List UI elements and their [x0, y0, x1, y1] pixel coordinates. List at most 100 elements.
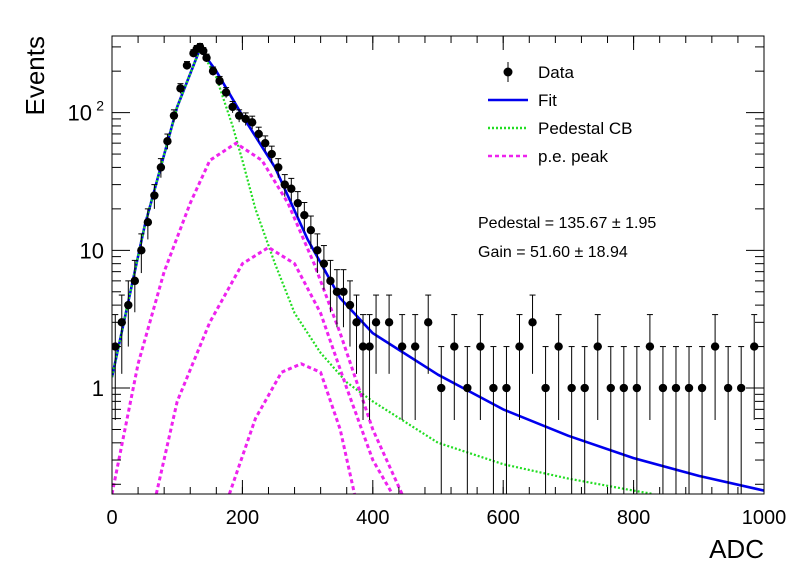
- y-tick-label-exponent: 2: [96, 98, 104, 114]
- data-point: [528, 294, 537, 374]
- data-marker: [671, 383, 681, 393]
- data-marker: [293, 198, 303, 208]
- data-marker: [208, 66, 218, 76]
- data-marker: [221, 88, 231, 97]
- data-marker: [424, 318, 433, 327]
- data-marker: [247, 118, 257, 127]
- plot-area: [112, 42, 764, 494]
- data-marker: [371, 318, 381, 327]
- data-marker: [267, 149, 276, 159]
- data-point: [358, 314, 368, 421]
- data-marker: [345, 300, 355, 310]
- data-marker: [234, 111, 244, 120]
- x-tick-label: 600: [487, 507, 520, 529]
- legend-label: Pedestal CB: [538, 119, 633, 138]
- data-point: [247, 115, 257, 130]
- data-point: [345, 280, 355, 347]
- data-point: [199, 46, 208, 56]
- data-marker: [163, 136, 172, 146]
- x-tick-label: 1000: [742, 507, 787, 529]
- legend-marker: [503, 67, 513, 77]
- data-point: [254, 126, 263, 142]
- data-marker: [137, 246, 146, 255]
- x-tick-label: 400: [356, 507, 389, 529]
- y-tick-label: 10: [68, 101, 92, 126]
- data-point: [319, 245, 329, 290]
- annotation-gain: Gain = 51.60 ± 18.94: [478, 244, 628, 261]
- data-marker: [261, 138, 270, 148]
- data-marker: [326, 276, 335, 286]
- data-marker: [143, 218, 153, 227]
- data-point: [274, 158, 283, 178]
- data-marker: [463, 383, 472, 393]
- data-marker: [365, 342, 374, 351]
- data-marker: [300, 210, 309, 220]
- data-point: [137, 233, 146, 274]
- data-marker: [684, 383, 694, 393]
- data-point: [632, 346, 642, 494]
- data-marker: [182, 61, 192, 70]
- legend-item-fit: Fit: [488, 91, 557, 110]
- data-point: [150, 184, 159, 209]
- data-point: [645, 314, 655, 421]
- data-point: [697, 346, 707, 494]
- legend-label: p.e. peak: [538, 147, 608, 166]
- data-marker: [150, 191, 159, 200]
- data-marker: [156, 163, 166, 172]
- data-marker: [117, 318, 126, 327]
- data-point: [736, 346, 746, 494]
- data-point: [723, 346, 733, 494]
- data-point: [234, 109, 244, 123]
- data-point: [182, 61, 192, 70]
- x-axis-label: ADC: [709, 534, 764, 564]
- data-point: [750, 314, 759, 421]
- data-marker: [280, 180, 289, 189]
- data-point: [176, 83, 185, 94]
- data-marker: [124, 300, 133, 310]
- data-marker: [274, 163, 283, 172]
- data-point: [371, 294, 381, 374]
- data-marker: [437, 383, 446, 393]
- y-axis-label: Events: [20, 36, 50, 116]
- data-point: [502, 346, 511, 494]
- data-point: [300, 202, 309, 232]
- data-point: [143, 208, 153, 240]
- data-marker: [228, 102, 237, 112]
- data-point: [163, 133, 172, 150]
- data-point: [156, 158, 166, 178]
- data-marker: [319, 259, 329, 268]
- data-marker: [169, 111, 179, 120]
- data-point: [241, 112, 250, 126]
- data-marker: [606, 383, 615, 393]
- data-marker: [645, 342, 655, 351]
- data-point: [397, 314, 407, 421]
- data-point: [684, 346, 694, 494]
- data-point: [554, 314, 563, 421]
- series-curve-pedestal-cb: [112, 47, 654, 494]
- data-marker: [384, 318, 394, 327]
- data-point: [326, 259, 335, 313]
- data-marker: [541, 383, 550, 393]
- data-marker: [241, 114, 250, 124]
- data-point: [365, 314, 374, 421]
- data-marker: [202, 53, 211, 63]
- data-marker: [750, 342, 759, 351]
- data-marker: [567, 383, 576, 393]
- data-marker: [352, 318, 361, 327]
- data-point: [410, 314, 420, 421]
- data-point: [261, 135, 270, 152]
- data-point: [593, 314, 602, 421]
- x-tick-label: 800: [617, 507, 650, 529]
- data-point: [280, 174, 289, 197]
- data-marker: [339, 287, 348, 296]
- series-curve-3-p-e-: [227, 362, 356, 494]
- legend: Data Fit Pedestal CB p.e. peak: [488, 62, 633, 166]
- data-point: [215, 75, 224, 86]
- data-point: [169, 109, 179, 123]
- data-point: [515, 314, 524, 421]
- data-point: [208, 66, 218, 76]
- data-marker: [215, 76, 224, 86]
- data-marker: [254, 129, 263, 139]
- data-marker: [306, 225, 316, 235]
